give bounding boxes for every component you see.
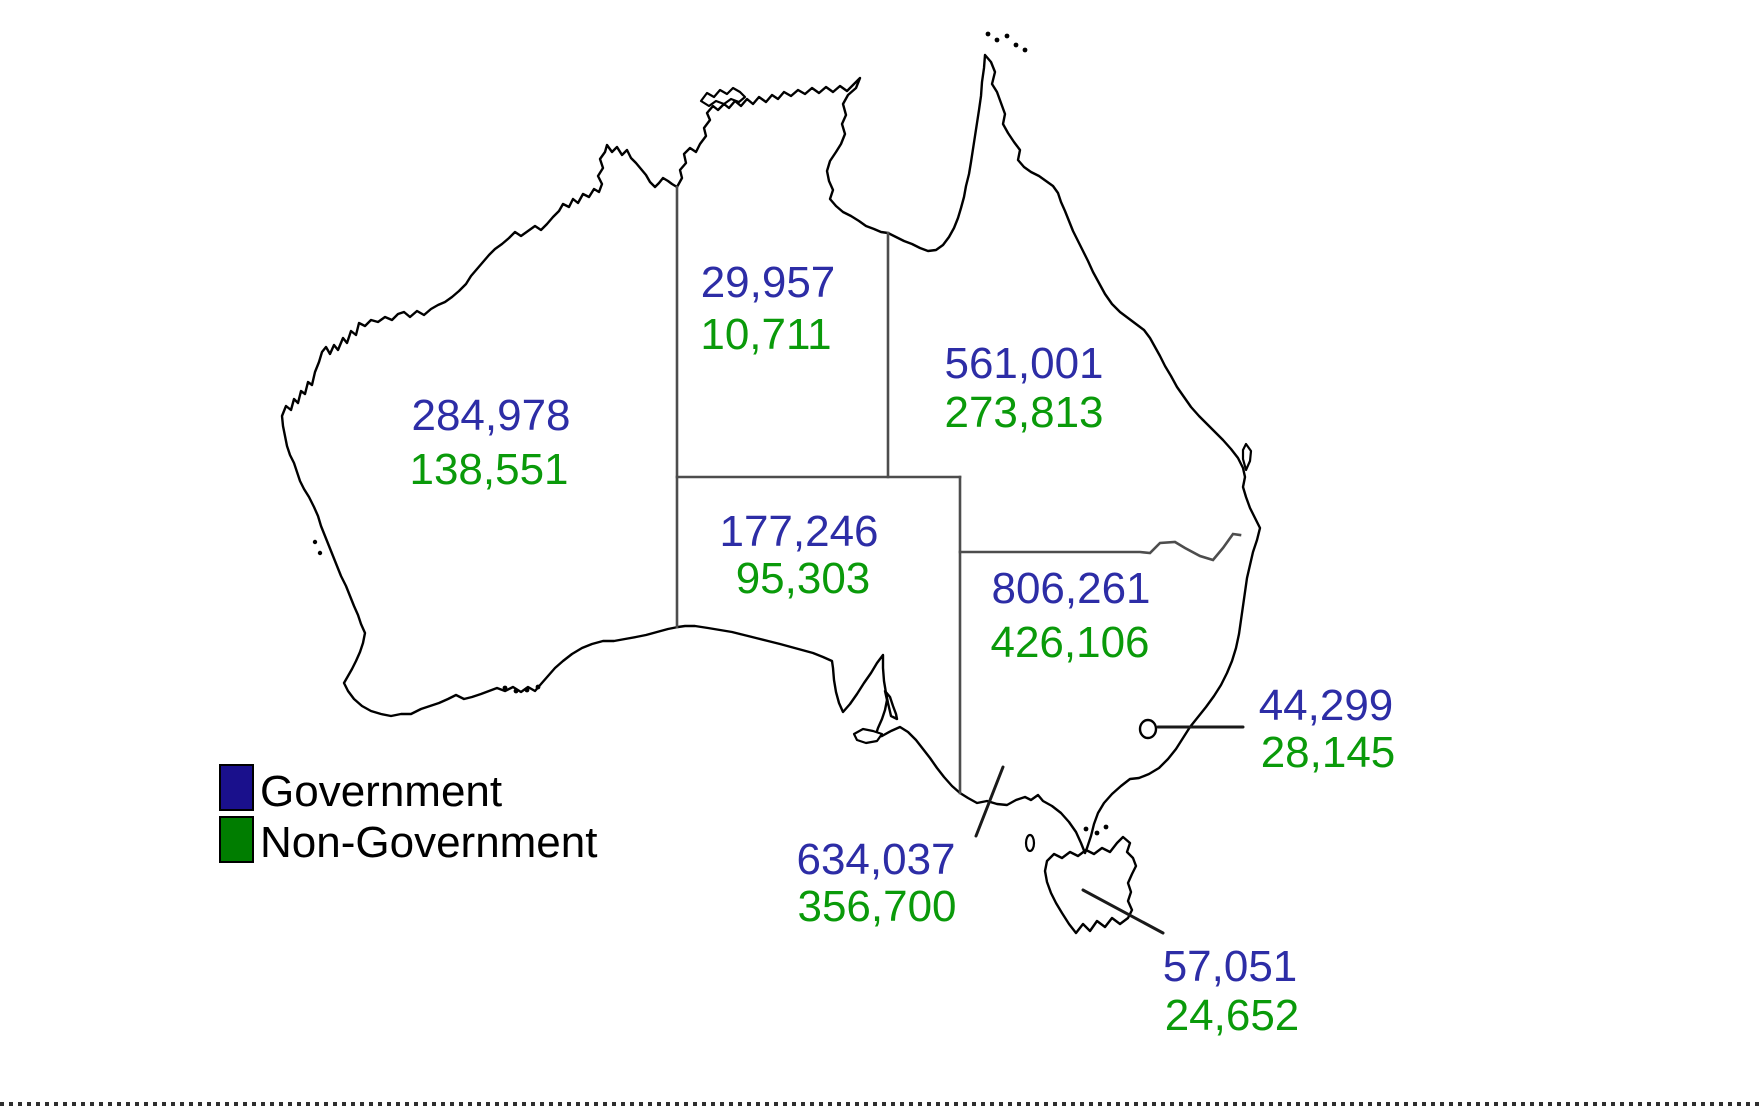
shark-bay-islands-dots xyxy=(312,539,323,556)
legend-government-swatch xyxy=(219,764,254,811)
tiwi-islands-outline xyxy=(699,86,747,108)
qld-nsw-border-line xyxy=(958,532,1242,562)
legend-non-government-label: Non-Government xyxy=(260,818,597,867)
bass-strait-islands-dots xyxy=(1083,824,1109,836)
nt-labels: 29,957 10,711 xyxy=(700,258,835,359)
qld-government-value: 561,001 xyxy=(944,339,1103,388)
nsw-labels: 806,261 426,106 xyxy=(990,564,1150,667)
nsw-government-value: 806,261 xyxy=(991,564,1150,613)
recherche-archipelago-dots xyxy=(502,684,541,694)
australia-coastline-outline xyxy=(280,53,1262,855)
sa-labels: 177,246 95,303 xyxy=(719,507,878,603)
tas-government-value: 57,051 xyxy=(1163,942,1298,991)
qld-labels: 561,001 273,813 xyxy=(944,339,1103,437)
act-government-value: 44,299 xyxy=(1259,681,1394,730)
act-labels: 44,299 28,145 xyxy=(1259,681,1396,777)
sa-non-government-value: 95,303 xyxy=(736,554,871,603)
torres-strait-islands-dots xyxy=(985,31,1028,53)
tas-labels: 57,051 24,652 xyxy=(1163,942,1300,1040)
nt-government-value: 29,957 xyxy=(701,258,836,307)
wa-non-government-value: 138,551 xyxy=(409,445,568,494)
vic-callout-line xyxy=(974,765,1005,838)
nt-non-government-value: 10,711 xyxy=(700,310,831,359)
fraser-island-outline xyxy=(1241,442,1253,472)
nsw-non-government-value: 426,106 xyxy=(990,618,1149,667)
wa-government-value: 284,978 xyxy=(411,391,570,440)
act-boundary-circle xyxy=(1138,718,1158,740)
vic-non-government-value: 356,700 xyxy=(797,882,956,931)
legend-government-label: Government xyxy=(260,767,502,816)
kangaroo-island-outline xyxy=(852,727,884,745)
tas-callout-line xyxy=(1081,888,1165,935)
sa-government-value: 177,246 xyxy=(719,507,878,556)
legend: Government Non-Government xyxy=(219,764,597,867)
legend-non-government-swatch xyxy=(219,816,254,863)
vic-government-value: 634,037 xyxy=(796,835,955,884)
qld-non-government-value: 273,813 xyxy=(944,388,1103,437)
vic-labels: 634,037 356,700 xyxy=(796,835,956,931)
king-island-outline xyxy=(1024,833,1036,853)
tasmania-coastline-outline xyxy=(1043,835,1138,935)
tas-non-government-value: 24,652 xyxy=(1165,991,1300,1040)
act-non-government-value: 28,145 xyxy=(1261,728,1396,777)
wa-labels: 284,978 138,551 xyxy=(409,391,570,494)
